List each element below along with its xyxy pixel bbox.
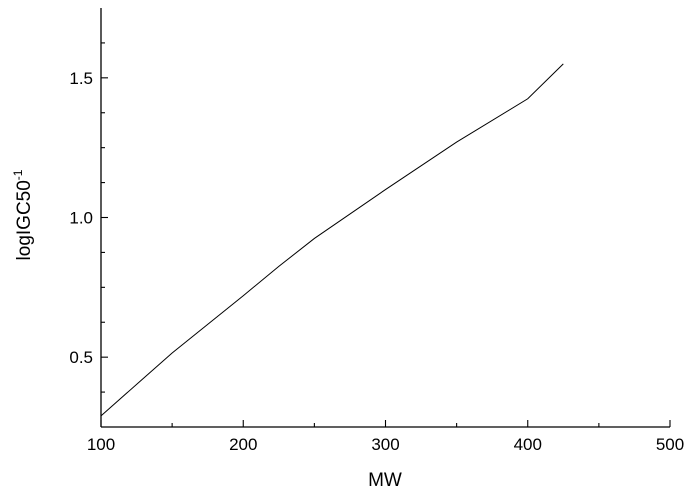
x-tick-label: 300 [371, 435, 399, 454]
y-axis-title-superscript: -1 [11, 169, 25, 180]
y-tick-label: 1.5 [69, 69, 93, 88]
axis-tick-labels: 100 200 300 400 500 0.5 1.0 1.5 [69, 69, 684, 454]
y-tick-label: 1.0 [69, 209, 93, 228]
data-series [100, 63, 564, 417]
x-axis-title: MW [368, 470, 402, 491]
x-tick-label: 100 [87, 435, 115, 454]
y-axis-title: logIGC50-1 [11, 169, 35, 260]
x-tick-label: 200 [229, 435, 257, 454]
y-axis-title-base: logIGC50 [14, 180, 35, 260]
x-tick-label: 400 [514, 435, 542, 454]
x-tick-label: 500 [656, 435, 684, 454]
axis-ticks [100, 42, 671, 427]
series-line [100, 63, 564, 417]
y-tick-label: 0.5 [69, 348, 93, 367]
